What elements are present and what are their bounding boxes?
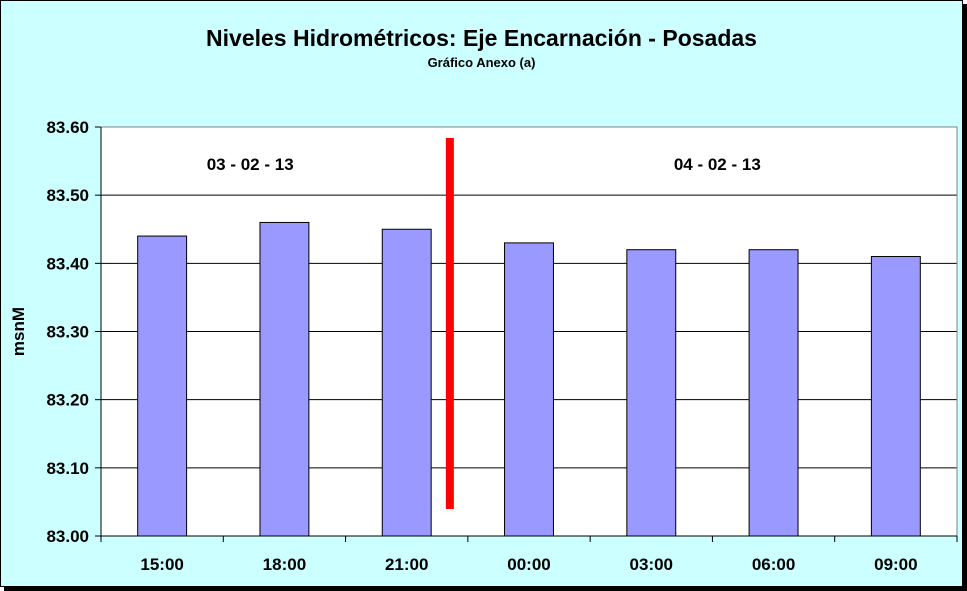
- date-annotation: 04 - 02 - 13: [674, 155, 761, 174]
- bar: [748, 249, 799, 537]
- x-tick-label: 00:00: [507, 555, 550, 574]
- bar: [626, 249, 677, 537]
- y-tick-label: 83.20: [46, 391, 89, 410]
- bar: [870, 256, 921, 537]
- y-tick-label: 83.50: [46, 186, 89, 205]
- x-tick-label: 06:00: [752, 555, 795, 574]
- y-axis-title: msnM: [9, 307, 28, 356]
- chart-subtitle: Gráfico Anexo (a): [427, 55, 536, 70]
- bar: [504, 242, 554, 537]
- x-tick-label: 18:00: [263, 555, 306, 574]
- plot-area: 83.00 83.10 83.20 83.30 83.40 83.50 83.60 15:00…: [9, 118, 958, 574]
- y-tick-label: 83.30: [46, 323, 89, 342]
- x-tick-label: 03:00: [630, 555, 673, 574]
- bar: [137, 235, 188, 537]
- x-tick-label: 15:00: [140, 555, 183, 574]
- date-annotation: 03 - 02 - 13: [207, 155, 294, 174]
- y-tick-label: 83.40: [46, 254, 89, 273]
- bar: [381, 228, 432, 537]
- y-tick-label: 83.10: [46, 459, 89, 478]
- chart-title: Niveles Hidrométricos: Eje Encarnación -…: [206, 25, 757, 51]
- y-tick-label: 83.60: [46, 118, 89, 137]
- x-tick-label: 21:00: [385, 555, 428, 574]
- bar: [259, 221, 310, 537]
- y-tick-label: 83.00: [46, 527, 89, 546]
- x-tick-label: 09:00: [874, 555, 917, 574]
